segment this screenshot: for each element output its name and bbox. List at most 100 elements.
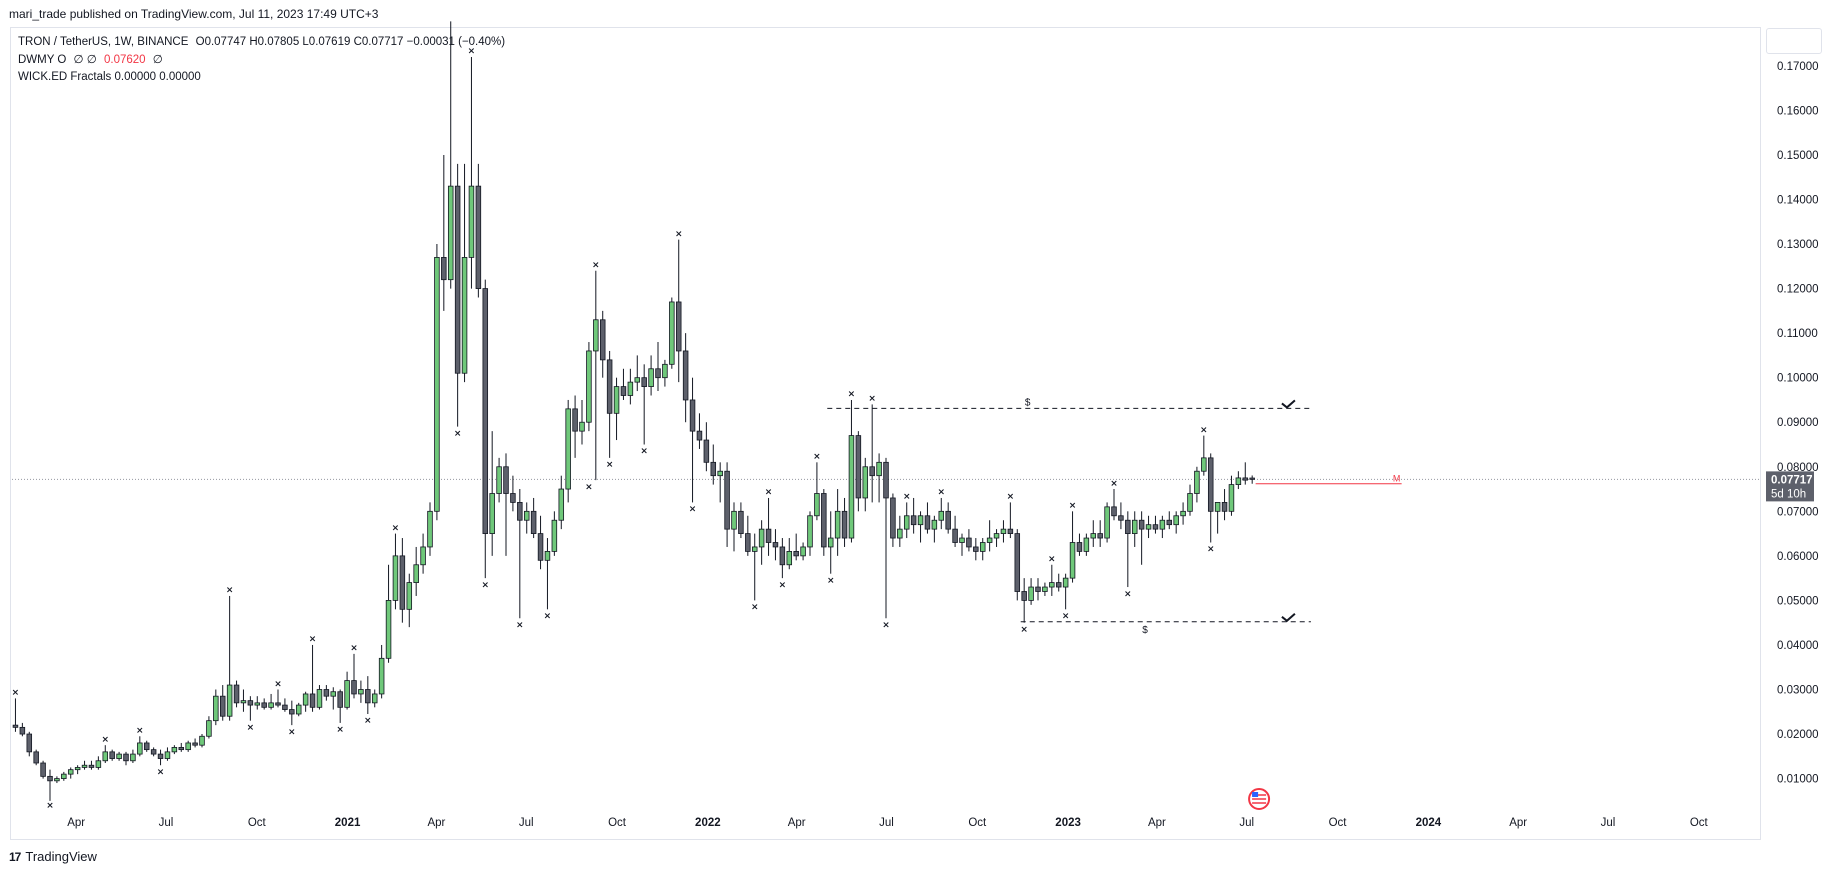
- chart-frame: [10, 27, 1761, 840]
- candle-body: [876, 461, 882, 477]
- candle-body: [95, 760, 102, 768]
- candle-body: [959, 537, 965, 543]
- candle-body: [199, 735, 205, 746]
- us-flag-canton: [1252, 792, 1259, 797]
- y-tick-label: 0.08000: [1777, 462, 1819, 474]
- candle-body: [206, 720, 212, 737]
- y-tick-label: 0.07000: [1777, 506, 1819, 518]
- candle-body: [1228, 484, 1235, 512]
- dwmy-null-values: ∅ ∅: [73, 53, 97, 66]
- fractal-marker: ×: [751, 603, 759, 613]
- candle-body: [1145, 524, 1152, 530]
- publish-credit: mari_trade published on TradingView.com,…: [9, 7, 379, 21]
- y-tick-label: 0.17000: [1777, 61, 1819, 73]
- fractal-marker: ×: [848, 390, 856, 400]
- candle-body: [903, 515, 910, 530]
- checkmark-icon: [1281, 399, 1296, 409]
- candle-body: [102, 751, 109, 762]
- y-tick-label: 0.02000: [1777, 729, 1819, 741]
- x-tick-label: Jul: [1239, 817, 1254, 829]
- candle-body: [1125, 519, 1131, 534]
- candle-body: [945, 510, 951, 530]
- checkmark-icon: [1281, 613, 1296, 623]
- fractal-marker: ×: [226, 586, 234, 596]
- candle-body: [745, 533, 751, 552]
- x-tick-label: 2021: [335, 817, 361, 829]
- candle-body: [910, 515, 917, 526]
- candle-body: [1035, 586, 1041, 592]
- candle-body: [807, 515, 813, 548]
- fractal-marker: ×: [1048, 555, 1056, 565]
- candle-body: [358, 689, 364, 695]
- candle-body: [67, 769, 74, 775]
- candle-body: [1207, 457, 1214, 512]
- x-tick-label: Oct: [608, 817, 627, 829]
- candle-body: [40, 762, 46, 777]
- candle-body: [662, 363, 668, 379]
- candle-body: [295, 704, 302, 715]
- candle-body: [1159, 519, 1166, 530]
- candle-body: [869, 466, 875, 477]
- y-tick-label: 0.09000: [1777, 417, 1819, 429]
- candle-body: [1180, 510, 1186, 517]
- candle-body: [924, 515, 931, 530]
- candle-body: [523, 510, 530, 521]
- candle-body: [1249, 477, 1255, 480]
- candle-body: [26, 733, 33, 753]
- symbol-row: TRON / TetherUS, 1W, BINANCE O0.07747 H0…: [18, 34, 505, 52]
- candle-body: [1187, 493, 1193, 512]
- candle-body: [641, 377, 647, 387]
- candle-body: [1152, 524, 1159, 530]
- candle-body: [579, 421, 585, 432]
- candle-body: [219, 695, 226, 717]
- x-tick-label: Oct: [968, 817, 987, 829]
- candle-body: [821, 493, 827, 548]
- fractal-marker: ×: [516, 620, 524, 630]
- y-tick-label: 0.06000: [1777, 551, 1819, 563]
- y-tick-label: 0.15000: [1777, 150, 1819, 162]
- candle-body: [116, 753, 122, 759]
- candle-body: [130, 753, 136, 762]
- candle-body: [551, 519, 558, 552]
- candle-body: [758, 528, 765, 548]
- candle-body: [544, 551, 551, 561]
- x-tick-label: Apr: [788, 817, 806, 829]
- y-tick-label: 0.03000: [1777, 685, 1819, 697]
- tradingview-logo-icon: 17: [9, 849, 21, 864]
- candle-body: [233, 684, 240, 704]
- x-tick-label: Apr: [1148, 817, 1166, 829]
- candle-body: [109, 751, 115, 759]
- candle-body: [890, 497, 896, 539]
- footer-brand[interactable]: TradingView: [25, 849, 97, 864]
- candle-body: [814, 493, 820, 517]
- candle-body: [1242, 477, 1249, 481]
- candle-body: [627, 381, 634, 396]
- candle-body: [344, 680, 350, 708]
- candle-body: [1097, 533, 1103, 539]
- candle-body: [254, 702, 261, 706]
- candle-body: [441, 257, 447, 281]
- candle-body: [371, 693, 378, 704]
- x-tick-label: 2022: [695, 817, 721, 829]
- x-tick-label: Apr: [427, 817, 445, 829]
- y-tick-label: 0.11000: [1777, 328, 1818, 340]
- chart-settings-box[interactable]: [1766, 28, 1822, 54]
- candle-body: [1055, 582, 1062, 588]
- candle-body: [157, 753, 164, 759]
- candle-body: [81, 764, 88, 768]
- y-tick-label: 0.16000: [1777, 105, 1819, 117]
- candle-body: [1166, 519, 1173, 526]
- fractal-marker: ×: [468, 47, 476, 57]
- fractal-marker: ×: [544, 612, 552, 622]
- fractals-label[interactable]: WICK.ED Fractals 0.00000 0.00000: [18, 71, 201, 83]
- candle-body: [993, 533, 1000, 539]
- candle-body: [669, 301, 675, 365]
- fractal-marker: ×: [1124, 589, 1132, 599]
- symbol-label[interactable]: TRON / TetherUS, 1W, BINANCE: [18, 36, 189, 48]
- candle-body: [1083, 537, 1090, 552]
- fractal-marker: ×: [689, 505, 697, 515]
- dwmy-name[interactable]: DWMY O: [18, 53, 67, 66]
- candle-body: [399, 555, 406, 610]
- fractal-marker: ×: [937, 488, 945, 498]
